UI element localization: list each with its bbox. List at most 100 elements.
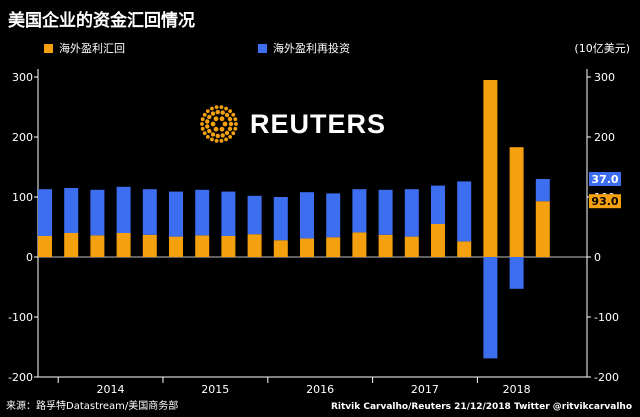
y-tick-label-left: 200 [12, 131, 33, 144]
bar [142, 234, 157, 257]
bar [378, 234, 393, 257]
logo-dot [207, 128, 212, 134]
bar [38, 189, 52, 236]
bar [404, 189, 419, 237]
bar [457, 181, 472, 242]
bar [509, 147, 524, 257]
logo-dot [222, 121, 228, 127]
y-tick-label-left: 100 [12, 191, 33, 204]
logo-dot [219, 138, 224, 143]
logo-dot [224, 130, 230, 136]
bar [64, 188, 79, 233]
bar [378, 189, 393, 235]
logo-dot [214, 105, 219, 110]
logo-dot [210, 111, 216, 116]
logo-dot [210, 132, 216, 137]
bar [116, 186, 131, 233]
bar [483, 80, 498, 257]
bar [64, 233, 79, 257]
logo-dot [219, 105, 224, 110]
x-tick-label: 2016 [306, 383, 334, 396]
bar [273, 240, 288, 257]
logo-dot [224, 112, 230, 118]
x-tick-label: 2017 [411, 383, 439, 396]
logo-dot [228, 109, 233, 114]
logo-dot [231, 131, 236, 136]
bar [535, 179, 550, 202]
bar [483, 257, 498, 359]
legend-swatch-repatriation [44, 43, 53, 53]
logo-dot [220, 110, 225, 115]
bar [247, 195, 262, 235]
logo-dot [220, 133, 225, 138]
logo-dot [210, 106, 214, 111]
bar [116, 233, 131, 257]
logo-dot [215, 133, 220, 139]
logo-dot [205, 109, 210, 114]
x-tick-label: 2014 [97, 383, 125, 396]
logo-dot [233, 117, 238, 122]
y-tick-label-right: 300 [594, 71, 615, 84]
logo-dot [205, 124, 210, 129]
value-callout-box [589, 194, 621, 209]
logo-dot [214, 138, 219, 143]
logo-dot [205, 134, 210, 139]
bar [509, 257, 524, 289]
bar [38, 236, 52, 257]
logo-dot [200, 117, 205, 122]
y-tick-label-left: 300 [12, 71, 33, 84]
y-tick-label-left: -100 [8, 311, 33, 324]
x-tick-label: 2018 [503, 383, 531, 396]
legend-item-reinvestment: 海外盈利再投资 [258, 40, 350, 56]
value-callout: 93.0 [591, 195, 618, 208]
y-tick-label-left: 0 [26, 251, 33, 264]
source-note: 来源：路孚特Datastream/美国商务部 [6, 401, 179, 412]
logo-dot [210, 137, 214, 142]
logo-dot [234, 122, 238, 126]
logo-dot [205, 119, 210, 124]
legend-label-repatriation: 海外盈利汇回 [59, 42, 125, 55]
bar [404, 236, 419, 257]
logo-dot [228, 134, 233, 139]
bar [247, 234, 262, 257]
y-tick-label-right: -200 [594, 371, 619, 384]
bar [169, 191, 183, 237]
bar [535, 201, 550, 257]
logo-dot [233, 126, 238, 131]
logo-dot [231, 112, 236, 117]
logo-dot [224, 106, 228, 111]
logo-dot [213, 126, 219, 132]
logo-dot [213, 116, 219, 122]
bar [195, 189, 210, 236]
bar [195, 235, 210, 257]
y-tick-label-left: -200 [8, 371, 33, 384]
logo-dot [202, 131, 207, 136]
bar [273, 197, 288, 241]
legend-swatch-reinvestment [258, 43, 267, 53]
bar [221, 236, 236, 257]
logo-dot [224, 137, 228, 142]
logo-dot [200, 126, 205, 131]
unit-label: (10亿美元) [574, 42, 630, 55]
logo-dot [227, 116, 233, 122]
logo-dot [228, 121, 234, 127]
bar [431, 185, 445, 224]
logo-dot [207, 114, 212, 120]
logo-dot [219, 116, 225, 122]
logo-dot [202, 112, 207, 117]
value-callout-box [589, 172, 621, 186]
bar [326, 193, 341, 238]
bar [300, 192, 314, 239]
logo-dot [200, 122, 204, 126]
y-tick-label-right: 0 [594, 251, 601, 264]
reuters-logo-icon [200, 105, 238, 143]
bar [457, 241, 472, 257]
bar [169, 236, 183, 257]
credit-note: Ritvik Carvalho/Reuters 21/12/2018 Twitt… [330, 402, 632, 412]
logo-dot [227, 126, 233, 132]
reuters-logo-text: REUTERS [250, 108, 387, 139]
legend-item-repatriation: 海外盈利汇回 [44, 40, 125, 56]
bar [431, 224, 445, 257]
bar [90, 235, 105, 257]
